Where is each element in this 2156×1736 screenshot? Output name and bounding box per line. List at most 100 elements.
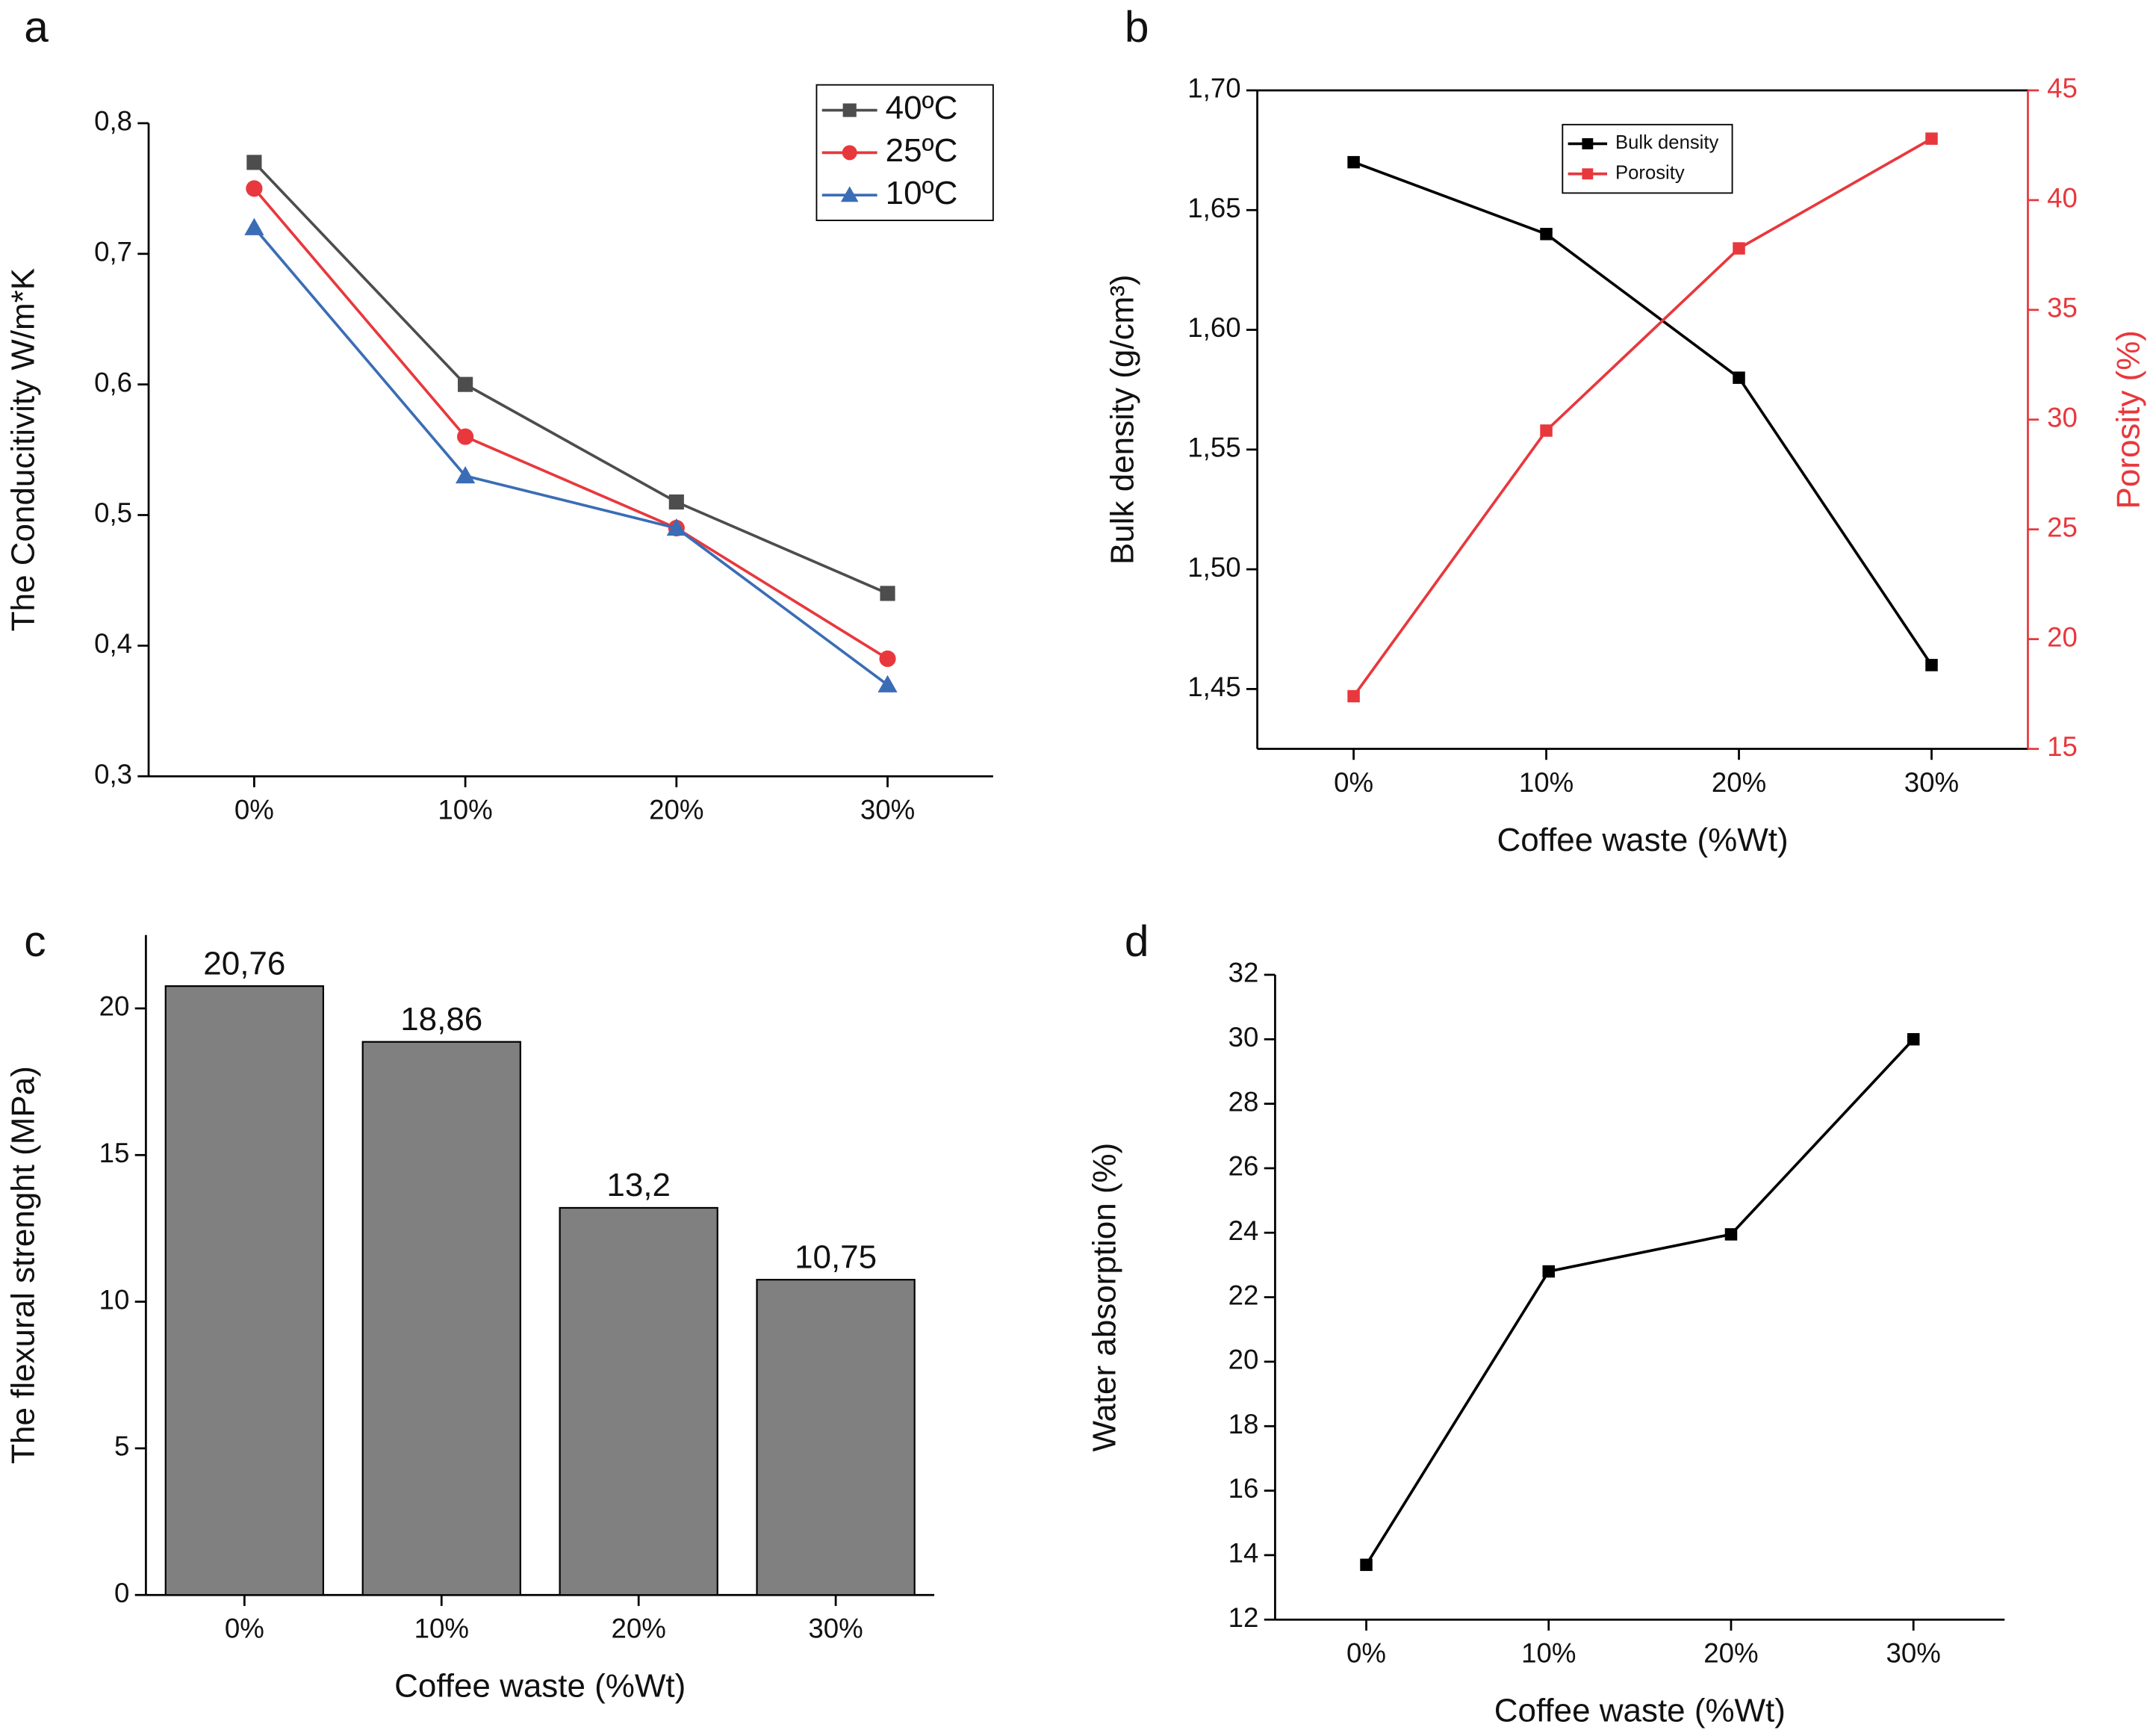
y2-axis-title: Porosity (%) [2110,330,2147,509]
legend-marker [842,145,857,161]
y-tick-label: 1,60 [1187,312,1240,343]
x-tick-label: 20% [611,1613,665,1644]
data-point [246,180,263,197]
data-point [1347,689,1360,703]
x-tick-label: 30% [1904,767,1959,798]
y-tick-label: 1,45 [1187,672,1240,702]
y-tick-label: 18 [1228,1409,1259,1439]
y2-tick-label: 25 [2047,512,2078,542]
data-point [1542,1265,1556,1278]
y2-tick-label: 20 [2047,621,2078,652]
y-tick-label: 5 [114,1431,129,1462]
x-tick-label: 10% [1519,767,1573,798]
x-tick-label: 0% [1334,767,1373,798]
bar [164,985,324,1596]
series-line [252,187,889,660]
x-tick-label: 20% [649,795,703,825]
y-tick-label: 1,65 [1187,193,1240,223]
data-point [1925,132,1938,145]
legend-marker [1582,138,1594,149]
bar [756,1279,916,1596]
value-label: 20,76 [203,945,285,982]
x-tick-label: 20% [1703,1638,1758,1669]
data-point [1907,1033,1920,1046]
value-label: 13,2 [606,1167,671,1203]
y2-tick-label: 35 [2047,293,2078,323]
data-point [668,494,684,510]
data-point [877,675,898,692]
y-tick-label: 0,4 [94,628,132,659]
legend-marker [842,103,857,117]
panel-label: a [24,3,49,52]
y-tick-label: 26 [1228,1151,1259,1182]
data-point [1360,1558,1373,1572]
y2-tick-label: 45 [2047,73,2078,104]
data-point [1724,1228,1738,1241]
y-tick-label: 0,6 [94,367,132,397]
data-point [1733,242,1745,255]
data-point [879,650,896,667]
series-line [253,161,889,595]
series-line [1364,1038,1915,1566]
x-tick-label: 30% [1886,1638,1941,1669]
y-axis-title: The flexural strenght (MPa) [5,1066,42,1464]
x-tick-label: 30% [808,1613,863,1644]
y-tick-label: 20 [99,991,130,1022]
y-tick-label: 1,55 [1187,433,1240,463]
y2-tick-label: 30 [2047,402,2078,433]
value-label: 18,86 [400,1001,482,1038]
x-tick-label: 20% [1712,767,1766,798]
y-tick-label: 32 [1228,958,1259,988]
x-axis-title: Coffee waste (%Wt) [394,1667,686,1704]
y-axis-title: Water absorption (%) [1087,1143,1123,1452]
y-tick-label: 0,5 [94,497,132,528]
series-line [1352,161,1933,666]
legend-label: Bulk density [1615,132,1718,153]
data-point [1925,659,1938,672]
y-axis-title: The Conducitivity W/m*K [5,268,42,631]
y2-tick-label: 15 [2047,731,2078,762]
y-tick-label: 0 [114,1578,129,1608]
y-tick-label: 14 [1228,1538,1259,1569]
x-tick-label: 0% [234,795,274,825]
x-axis-title: Coffee waste (%Wt) [1494,1692,1786,1729]
legend-label: Porosity [1615,163,1685,184]
y-tick-label: 12 [1228,1602,1259,1633]
x-axis-title: Coffee waste (%Wt) [1497,822,1788,858]
legend-marker [1582,168,1594,180]
value-label: 10,75 [795,1239,877,1275]
panel-label: d [1125,917,1149,966]
data-point [1540,424,1553,437]
data-point [1540,228,1553,241]
data-point [458,376,473,392]
data-point [666,518,686,536]
data-point [246,155,262,170]
series-line [1352,137,1933,698]
legend-box [1562,123,1733,194]
legend-marker [840,186,859,202]
y-tick-label: 24 [1228,1215,1259,1246]
x-tick-label: 0% [1346,1638,1386,1669]
y-tick-label: 22 [1228,1280,1259,1310]
y-tick-label: 20 [1228,1345,1259,1375]
y-tick-label: 28 [1228,1086,1259,1117]
x-tick-label: 10% [438,795,492,825]
legend-label: 40ºC [886,90,958,126]
panel-label: c [24,917,46,966]
y-tick-label: 0,8 [94,106,132,137]
y-tick-label: 10 [99,1284,130,1315]
y-tick-label: 30 [1228,1022,1259,1053]
x-tick-label: 10% [1521,1638,1576,1669]
y-tick-label: 1,50 [1187,552,1240,583]
data-point [880,586,895,601]
y-axis-title: Bulk density (g/cm³) [1104,275,1140,565]
bar [361,1041,521,1596]
legend-label: 10ºC [886,175,958,211]
data-point [244,217,264,235]
panel-label: b [1125,3,1149,52]
data-point [455,465,476,484]
y-tick-label: 1,70 [1187,73,1240,104]
y-tick-label: 15 [99,1138,130,1168]
data-point [457,428,474,445]
